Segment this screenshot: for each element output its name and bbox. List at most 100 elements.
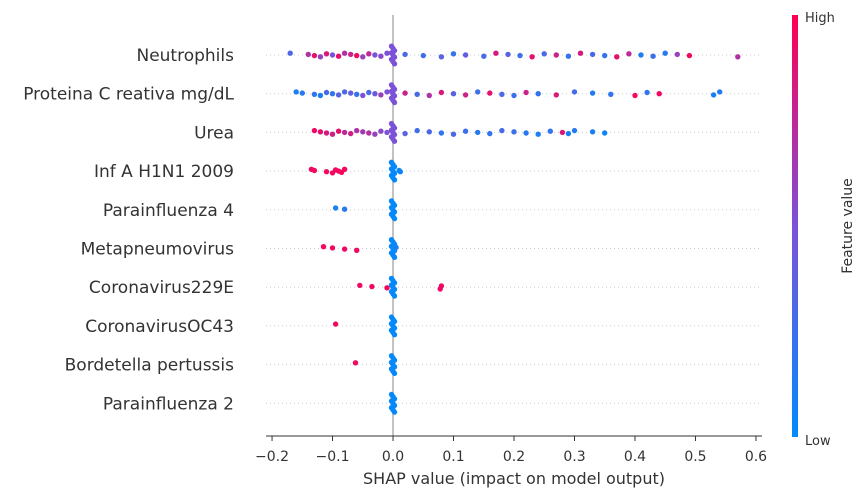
shap-point xyxy=(378,53,384,59)
feature-label: Parainfluenza 2 xyxy=(103,394,234,414)
feature-label: Neutrophils xyxy=(136,46,234,66)
shap-point xyxy=(559,129,566,136)
shap-point xyxy=(686,52,693,59)
shap-point xyxy=(397,169,403,175)
shap-point xyxy=(391,370,398,377)
shap-point xyxy=(499,91,505,98)
shap-point xyxy=(378,128,384,134)
feature-label: Coronavirus229E xyxy=(89,278,234,298)
shap-point xyxy=(332,321,339,327)
x-tick-label: 0.0 xyxy=(382,449,404,465)
shap-point xyxy=(366,130,372,136)
shap-point xyxy=(341,129,348,136)
shap-point xyxy=(317,129,324,135)
shap-point xyxy=(323,89,330,96)
shap-point xyxy=(384,89,390,95)
shap-point xyxy=(626,51,632,57)
shap-point xyxy=(384,129,390,136)
shap-point xyxy=(305,51,311,58)
shap-point xyxy=(402,90,408,96)
shap-point xyxy=(317,54,324,60)
shap-point xyxy=(323,130,330,136)
feature-label: Parainfluenza 4 xyxy=(103,201,234,221)
shap-point xyxy=(391,332,398,338)
x-tick-label: −0.2 xyxy=(255,449,289,465)
shap-point xyxy=(674,51,680,58)
shap-point xyxy=(602,130,608,136)
shap-point xyxy=(366,89,372,96)
shap-point xyxy=(493,50,499,56)
shap-point xyxy=(360,92,366,99)
shap-point xyxy=(650,53,656,59)
shap-point xyxy=(354,127,360,134)
shap-point xyxy=(293,89,299,95)
shap-point xyxy=(348,90,354,96)
shap-point xyxy=(535,131,541,137)
shap-point xyxy=(614,54,620,60)
shap-point xyxy=(391,215,398,222)
shap-point xyxy=(329,91,336,97)
shap-point xyxy=(535,91,541,97)
x-axis-ticks: −0.2 −0.1 0.0 0.1 0.2 0.3 0.4 0.5 0.6 xyxy=(255,436,767,465)
shap-point xyxy=(589,51,596,58)
shap-point xyxy=(287,50,293,56)
shap-point xyxy=(372,52,378,58)
feature-label: Urea xyxy=(194,123,234,143)
shap-point xyxy=(450,51,457,57)
x-tick-label: 0.4 xyxy=(624,449,646,465)
shap-point xyxy=(450,131,457,137)
shap-point xyxy=(341,50,348,56)
shap-point xyxy=(391,61,398,67)
shap-point xyxy=(462,92,469,98)
shap-point xyxy=(475,89,481,95)
shap-point xyxy=(352,360,359,366)
shap-point xyxy=(348,51,354,58)
shap-point xyxy=(372,131,378,137)
feature-label: Inf A H1N1 2009 xyxy=(94,162,234,182)
shap-point xyxy=(589,90,596,96)
shap-point xyxy=(335,128,342,134)
shap-point xyxy=(335,92,342,98)
shap-point xyxy=(354,247,360,253)
shap-point xyxy=(541,51,547,57)
shap-point xyxy=(323,51,330,57)
shap-point xyxy=(341,206,348,212)
shap-point xyxy=(589,129,596,135)
shap-point xyxy=(391,254,398,260)
shap-point xyxy=(529,54,535,60)
feature-labels: Neutrophils Proteina C reativa mg/dL Urea I… xyxy=(23,46,234,414)
feature-label: Bordetella pertussis xyxy=(65,356,235,376)
shap-point xyxy=(329,131,336,137)
colorbar xyxy=(792,15,798,437)
shap-point xyxy=(357,282,363,289)
shap-point xyxy=(717,89,723,95)
shap-point xyxy=(487,90,493,96)
shap-point xyxy=(577,50,584,56)
shap-point xyxy=(571,127,578,134)
shap-point xyxy=(372,91,378,97)
shap-point xyxy=(438,89,445,96)
shap-point xyxy=(602,52,608,59)
shap-point xyxy=(644,89,650,96)
shap-point xyxy=(565,53,572,59)
shap-point xyxy=(391,138,398,144)
shap-point xyxy=(311,127,318,134)
shap-point xyxy=(311,52,318,59)
shap-point xyxy=(710,92,717,98)
shap-point xyxy=(475,129,481,136)
x-tick-label: 0.3 xyxy=(563,449,585,465)
shap-point xyxy=(511,92,517,99)
shap-point xyxy=(499,127,505,134)
shap-point xyxy=(438,54,445,60)
feature-label: Metapneumovirus xyxy=(81,240,235,260)
colorbar-low-label: Low xyxy=(805,434,831,449)
shap-point xyxy=(341,166,348,172)
shap-point xyxy=(391,99,398,106)
shap-point xyxy=(523,89,529,96)
x-tick-label: 0.6 xyxy=(745,449,767,465)
shap-point xyxy=(341,89,348,95)
shap-point xyxy=(414,91,420,98)
shap-point xyxy=(341,246,348,252)
shap-point xyxy=(360,54,366,60)
shap-point xyxy=(335,53,342,59)
